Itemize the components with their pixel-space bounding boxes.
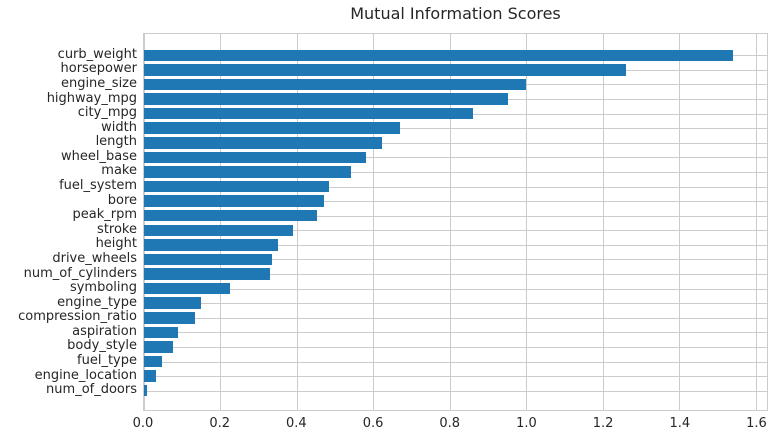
vertical-gridline (602, 34, 604, 410)
y-tick-label: curb_weight (57, 46, 137, 62)
y-tick-label: stroke (97, 221, 137, 237)
horizontal-gridline (144, 215, 767, 217)
bar (144, 224, 293, 237)
vertical-gridline (220, 34, 222, 410)
y-tick-label: peak_rpm (72, 207, 137, 223)
y-tick-label: aspiration (72, 323, 137, 339)
x-tick-label: 1.2 (592, 416, 614, 431)
bar (144, 384, 148, 397)
horizontal-gridline (144, 274, 767, 276)
horizontal-gridline (144, 142, 767, 144)
bar (144, 370, 157, 382)
x-tick-label: 0.4 (286, 416, 307, 431)
horizontal-gridline (144, 244, 767, 246)
bar (144, 239, 278, 251)
bar (144, 107, 473, 120)
x-tick-label: 0.6 (362, 416, 384, 431)
horizontal-gridline (144, 201, 767, 203)
x-tick-label: 1.6 (746, 416, 767, 431)
bar (144, 268, 271, 280)
plot-area (143, 33, 768, 411)
y-tick-label: engine_size (60, 75, 137, 91)
vertical-gridline (144, 34, 145, 410)
y-tick-label: length (95, 134, 137, 150)
y-tick-label: width (101, 119, 137, 135)
vertical-gridline (449, 34, 451, 410)
x-tick-label: 1.4 (669, 416, 691, 431)
x-tick-label: 0.2 (209, 416, 231, 431)
y-tick-label: horsepower (60, 61, 138, 77)
x-tick-label: 0.8 (439, 416, 461, 431)
vertical-gridline (755, 34, 757, 410)
y-tick-label: body_style (67, 338, 137, 354)
y-tick-label: make (101, 163, 137, 179)
y-tick-label: engine_location (34, 367, 137, 383)
bar (144, 151, 367, 164)
y-tick-label: bore (107, 192, 137, 208)
bar (144, 195, 325, 207)
y-tick-label: drive_wheels (52, 250, 137, 266)
horizontal-gridline (144, 390, 767, 392)
bar (144, 209, 317, 222)
chart-title: Mutual Information Scores (350, 4, 561, 23)
y-tick-label: fuel_system (59, 178, 137, 194)
y-tick-label: num_of_doors (46, 382, 137, 398)
y-tick-label: num_of_cylinders (23, 265, 137, 281)
y-tick-label: compression_ratio (18, 309, 137, 325)
horizontal-gridline (144, 288, 767, 290)
bar (144, 122, 401, 134)
horizontal-gridline (144, 361, 767, 363)
y-tick-label: highway_mpg (46, 90, 137, 106)
bar (144, 341, 173, 353)
y-tick-label: engine_type (57, 294, 137, 310)
bar (144, 355, 163, 368)
y-tick-label: fuel_type (77, 353, 137, 369)
horizontal-gridline (144, 259, 767, 261)
bar (144, 253, 273, 266)
bar (144, 180, 330, 193)
horizontal-gridline (144, 157, 767, 159)
bar (144, 166, 351, 178)
bar (144, 312, 195, 324)
horizontal-gridline (144, 332, 767, 334)
horizontal-gridline (144, 186, 767, 188)
horizontal-gridline (144, 230, 767, 232)
horizontal-gridline (144, 128, 767, 130)
horizontal-gridline (144, 346, 767, 348)
y-tick-label: symboling (69, 280, 137, 296)
bar (144, 64, 626, 76)
bar (144, 93, 508, 105)
horizontal-gridline (144, 317, 767, 319)
bar (144, 326, 178, 339)
bar (144, 78, 527, 91)
horizontal-gridline (144, 303, 767, 305)
bar (144, 297, 201, 309)
vertical-gridline (526, 34, 528, 410)
vertical-gridline (296, 34, 298, 410)
y-tick-label: height (95, 236, 137, 252)
vertical-gridline (373, 34, 375, 410)
bar (144, 49, 733, 62)
bar (144, 137, 382, 149)
horizontal-gridline (144, 376, 767, 378)
x-tick-label: 0.0 (132, 416, 154, 431)
y-tick-label: wheel_base (61, 148, 137, 164)
y-tick-label: city_mpg (77, 105, 137, 121)
bar (144, 282, 230, 295)
vertical-gridline (679, 34, 681, 410)
horizontal-gridline (144, 171, 767, 173)
x-tick-label: 1.0 (516, 416, 537, 431)
